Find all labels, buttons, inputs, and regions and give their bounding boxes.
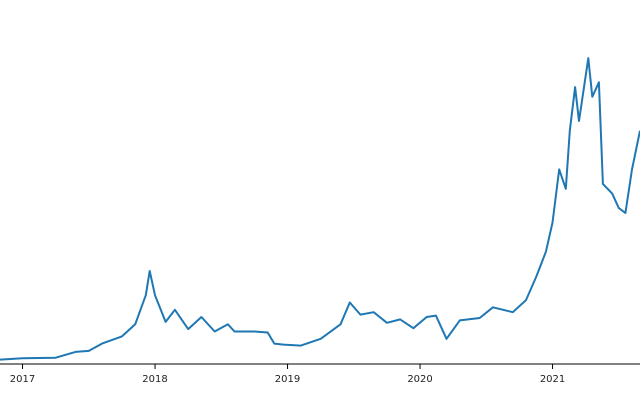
price-line <box>0 57 640 361</box>
x-tick-label: 2017 <box>10 374 35 385</box>
x-tick-label: 2019 <box>275 374 300 385</box>
x-tick-label: 2021 <box>540 374 565 385</box>
x-tick-label: 2020 <box>407 374 432 385</box>
x-tick-label: 2018 <box>142 374 167 385</box>
